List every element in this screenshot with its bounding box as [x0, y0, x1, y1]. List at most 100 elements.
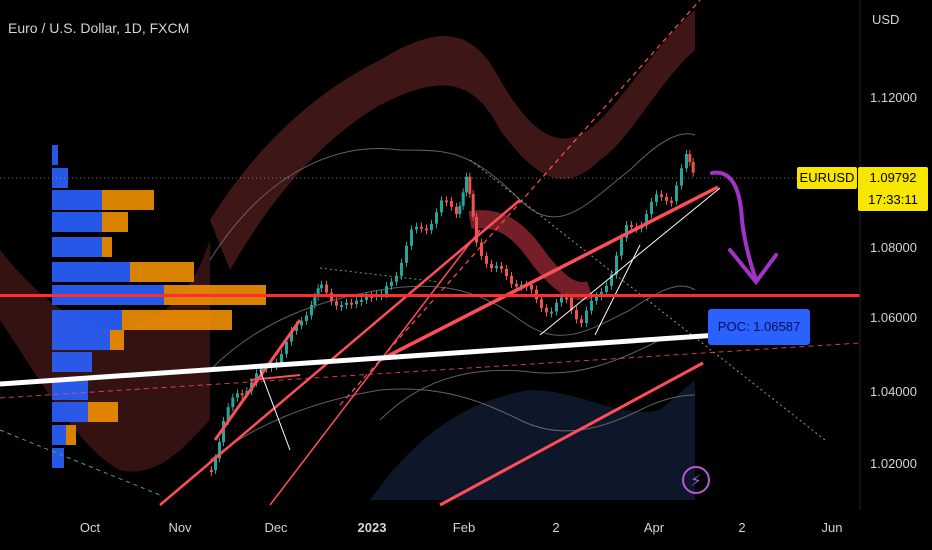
y-tick-label: 1.04000: [870, 384, 917, 399]
volume-profile-bar: [52, 425, 66, 445]
x-tick-label: Apr: [643, 520, 665, 535]
white-thin-line-2: [594, 244, 641, 336]
candle-body: [290, 330, 293, 342]
lightning-icon[interactable]: ⚡: [682, 466, 710, 494]
dotted-line-3: [319, 267, 441, 283]
candle-body: [214, 458, 217, 470]
trendlines: [159, 185, 719, 507]
candle-body: [660, 194, 663, 197]
bollinger-bands: [209, 133, 696, 461]
candle-body: [280, 353, 283, 363]
candle-body: [565, 297, 568, 300]
candle-body: [365, 295, 368, 300]
x-tick-label: Dec: [264, 520, 288, 535]
candle-body: [515, 283, 518, 287]
volume-profile-bar: [52, 402, 88, 422]
candle-body: [605, 285, 608, 292]
candle-body: [560, 297, 563, 303]
candle-body: [450, 200, 453, 207]
candle-body: [670, 200, 673, 203]
candle-body: [540, 299, 543, 308]
volume-profile-bar: [88, 402, 118, 422]
volume-profile-bar: [122, 310, 232, 330]
candle-body: [458, 205, 462, 215]
candle-body: [595, 296, 598, 301]
volume-profile-bar: [102, 190, 154, 210]
chart-title: Euro / U.S. Dollar, 1D, FXCM: [8, 20, 190, 36]
dashed-trend-1: [339, 0, 701, 406]
candle-body: [655, 194, 658, 202]
candle-body: [231, 397, 235, 408]
candle-body: [340, 304, 343, 307]
poc-level-line: [0, 294, 860, 297]
x-tick-label: 2023: [357, 520, 387, 535]
white-support-line: [0, 332, 719, 387]
white-thin-line-1: [259, 369, 291, 451]
candles: [210, 150, 695, 476]
last-price: 1.09792: [869, 170, 917, 185]
candle-body: [245, 390, 249, 394]
x-tick-label: Nov: [168, 520, 192, 535]
candle-body: [320, 284, 323, 289]
dotted-line-1: [469, 159, 826, 441]
candle-body: [410, 229, 413, 246]
x-tick-label: Oct: [79, 520, 101, 535]
currency-label: USD: [872, 12, 900, 27]
candle-body: [555, 302, 558, 312]
poc-badge[interactable]: POC: 1.06587: [708, 309, 810, 345]
candle-body: [415, 226, 418, 230]
candle-body: [580, 319, 583, 324]
mid-curve: [468, 210, 593, 301]
volume-profile-bar: [110, 330, 124, 350]
volume-profile-bar: [52, 212, 102, 232]
candle-body: [236, 393, 239, 398]
volume-profile-bar: [66, 425, 76, 445]
candle-body: [615, 255, 618, 275]
volume-profile-bar: [102, 237, 112, 257]
candle-body: [430, 223, 433, 231]
symbol-badge[interactable]: EURUSD: [797, 167, 857, 189]
x-tick-label: Feb: [452, 520, 476, 535]
candle-body: [400, 262, 403, 276]
candle-body: [665, 196, 668, 201]
candle-body: [530, 284, 533, 290]
candle-body: [510, 276, 513, 284]
candle-body: [305, 315, 308, 321]
price-badge: 1.09792 17:33:11: [858, 167, 928, 211]
candle-body: [505, 268, 508, 277]
volume-profile-bar: [130, 262, 194, 282]
candle-body: [691, 161, 695, 173]
candle-body: [688, 154, 692, 162]
candle-body: [355, 300, 358, 305]
candle-body: [475, 216, 478, 243]
candle-body: [325, 284, 328, 293]
volume-profile-bar: [52, 145, 58, 165]
bar-countdown: 17:33:11: [868, 192, 918, 207]
volume-profile-bar: [52, 330, 110, 350]
candle-body: [480, 242, 483, 256]
volume-profile-bar: [52, 380, 88, 400]
volume-profile-bar: [52, 237, 102, 257]
left-channel: [0, 240, 210, 472]
candle-body: [425, 228, 428, 231]
lower-fill: [370, 380, 695, 500]
candle-body: [575, 310, 578, 320]
candle-body: [455, 206, 458, 215]
y-tick-label: 1.12000: [870, 90, 917, 105]
candle-body: [590, 300, 593, 311]
candle-body: [570, 297, 573, 311]
candle-body: [550, 311, 553, 314]
candle-body: [313, 296, 317, 306]
candle-body: [650, 201, 653, 214]
candle-body: [420, 226, 423, 229]
volume-profile-bar: [52, 190, 102, 210]
y-tick-label: 1.08000: [870, 240, 917, 255]
candle-body: [495, 265, 498, 269]
white-channel-line: [539, 187, 721, 336]
candle-body: [260, 367, 263, 374]
candle-body: [630, 225, 633, 228]
candle-body: [625, 225, 628, 238]
candle-body: [210, 470, 213, 472]
